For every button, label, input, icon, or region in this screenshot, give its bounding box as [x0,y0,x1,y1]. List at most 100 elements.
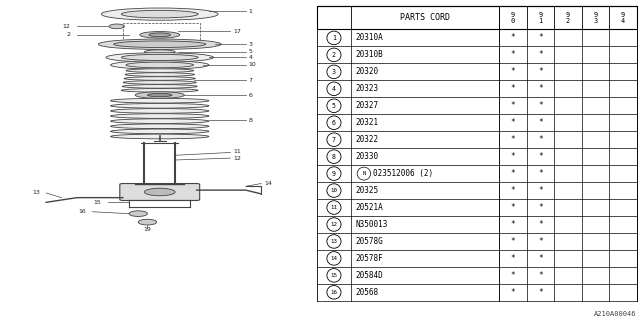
Ellipse shape [145,188,175,196]
Text: 20323: 20323 [356,84,379,93]
Ellipse shape [106,53,214,62]
Text: 20310B: 20310B [356,50,383,60]
Text: 10: 10 [330,188,337,193]
Ellipse shape [123,81,196,84]
Text: 11: 11 [330,205,337,210]
Text: 2: 2 [332,52,336,58]
Text: *: * [538,288,543,297]
Text: *: * [511,288,515,297]
Text: 5: 5 [249,49,253,54]
Text: *: * [511,271,515,280]
Text: *: * [538,186,543,195]
Text: N: N [362,171,365,176]
Text: *: * [538,33,543,43]
Ellipse shape [111,124,209,129]
Text: 9: 9 [332,171,336,177]
Text: *: * [511,203,515,212]
Text: *: * [511,101,515,110]
Ellipse shape [111,119,209,124]
Text: 16: 16 [330,290,337,295]
Text: 9
4: 9 4 [621,12,625,24]
Text: *: * [538,271,543,280]
Bar [317,6,637,29]
Ellipse shape [124,77,195,80]
Text: *: * [538,135,543,144]
Text: 9
3: 9 3 [593,12,598,24]
Text: 9
1: 9 1 [538,12,543,24]
Ellipse shape [129,211,147,216]
Text: 15: 15 [330,273,337,278]
Text: 023512006 (2): 023512006 (2) [373,169,433,178]
Ellipse shape [122,89,198,92]
Text: 2: 2 [67,32,70,37]
Text: *: * [538,220,543,229]
Text: *: * [538,237,543,246]
Text: 19: 19 [143,227,152,232]
Text: 20521A: 20521A [356,203,383,212]
Ellipse shape [126,62,193,68]
Ellipse shape [126,69,193,72]
Ellipse shape [145,50,175,54]
Ellipse shape [135,92,184,98]
Ellipse shape [111,98,209,103]
Ellipse shape [111,61,209,69]
Text: 3: 3 [332,69,336,75]
Text: 20578F: 20578F [356,254,383,263]
Text: 16: 16 [78,209,86,214]
Text: 1: 1 [332,35,336,41]
Text: *: * [538,254,543,263]
Text: *: * [538,169,543,178]
Text: *: * [538,67,543,76]
Text: *: * [511,118,515,127]
Text: 20320: 20320 [356,67,379,76]
Ellipse shape [109,24,124,29]
Text: *: * [511,50,515,60]
Text: 20584D: 20584D [356,271,383,280]
Text: 13: 13 [32,190,40,196]
Text: 20330: 20330 [356,152,379,161]
Text: 7: 7 [332,137,336,143]
Text: 12: 12 [330,222,337,227]
Text: 11: 11 [234,149,241,154]
Text: *: * [511,237,515,246]
Text: *: * [511,135,515,144]
Text: 14: 14 [264,181,272,186]
Text: 5: 5 [332,103,336,109]
Text: N350013: N350013 [356,220,388,229]
Text: *: * [511,254,515,263]
Text: 14: 14 [330,256,337,261]
Ellipse shape [111,103,209,108]
Text: 15: 15 [93,200,101,205]
Text: *: * [538,50,543,60]
Text: 7: 7 [249,77,253,83]
Text: 12: 12 [63,24,70,29]
Ellipse shape [125,73,195,76]
Text: 1: 1 [249,9,253,14]
Ellipse shape [122,10,198,18]
Ellipse shape [140,32,180,38]
Text: *: * [511,152,515,161]
Text: 20578G: 20578G [356,237,383,246]
Text: *: * [511,84,515,93]
Text: 20322: 20322 [356,135,379,144]
Ellipse shape [111,114,209,118]
Ellipse shape [114,41,206,48]
Text: 8: 8 [249,118,253,123]
Text: 10: 10 [249,62,257,68]
Text: *: * [511,186,515,195]
Text: 4: 4 [249,55,253,60]
Text: A210A00046: A210A00046 [594,311,637,317]
Text: 20321: 20321 [356,118,379,127]
Text: *: * [511,67,515,76]
Ellipse shape [122,84,197,88]
Ellipse shape [138,219,157,225]
Ellipse shape [99,39,221,49]
Ellipse shape [111,134,209,139]
Text: 20568: 20568 [356,288,379,297]
Text: 12: 12 [234,156,241,161]
Text: 20327: 20327 [356,101,379,110]
Text: *: * [538,118,543,127]
Text: 20310A: 20310A [356,33,383,43]
Ellipse shape [122,54,198,60]
Ellipse shape [149,33,170,37]
